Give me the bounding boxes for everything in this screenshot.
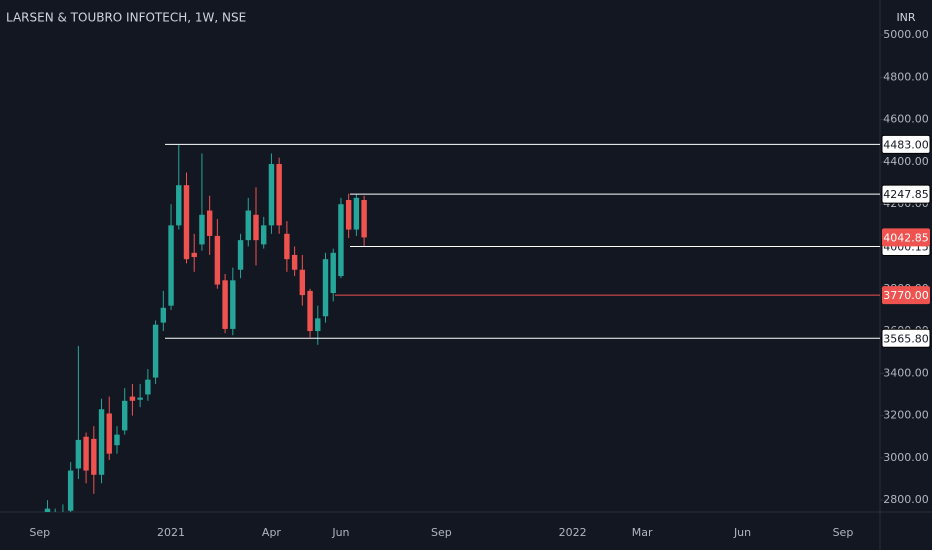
x-tick-label: Jun <box>331 526 349 539</box>
candle-body <box>222 280 228 329</box>
candle-body <box>83 436 89 471</box>
x-tick-label: Mar <box>632 526 653 539</box>
candle-body <box>230 280 236 329</box>
candle-body <box>199 214 205 245</box>
candle-body <box>276 164 282 226</box>
candle-body <box>245 210 251 241</box>
price-box <box>881 328 931 348</box>
candle-body <box>284 233 290 260</box>
y-tick-label: 3000.00 <box>883 451 929 464</box>
candle-body <box>137 397 143 400</box>
chart-title: LARSEN & TOUBRO INFOTECH, 1W, NSE <box>6 11 246 25</box>
y-tick-label: 5000.00 <box>883 28 929 41</box>
x-tick-label: Sep <box>833 526 854 539</box>
currency: INR <box>896 11 915 24</box>
y-tick-label: 4600.00 <box>883 113 929 126</box>
candle-body <box>261 225 267 245</box>
candle-body <box>253 214 259 241</box>
candle-body <box>75 439 82 469</box>
candle-body <box>176 185 182 226</box>
y-tick-label: 3400.00 <box>883 366 929 379</box>
candle-body <box>291 254 298 270</box>
x-tick-label: 2021 <box>157 526 185 539</box>
candle-body <box>114 434 120 446</box>
candle-body <box>338 204 344 277</box>
y-tick-label: 2800.00 <box>883 493 929 506</box>
plot-area <box>44 145 367 512</box>
candle-body <box>160 307 167 323</box>
candle-body <box>106 413 112 454</box>
x-tick-label: 2022 <box>559 526 587 539</box>
candle-body <box>315 318 321 332</box>
candle-body <box>353 197 360 230</box>
price-box <box>882 286 930 305</box>
y-tick-label: 4400.00 <box>883 155 929 168</box>
price-box <box>881 134 931 154</box>
y-tick-label: 3200.00 <box>883 409 929 422</box>
candle-body <box>168 225 174 306</box>
price-label: 4247.85 <box>883 188 929 201</box>
candle-body <box>91 438 97 475</box>
x-tick-label: Apr <box>262 526 282 539</box>
price-label: 4483.00 <box>883 138 929 151</box>
last-price-box <box>882 228 930 247</box>
candle-body <box>183 185 190 260</box>
candle-body <box>122 400 128 431</box>
candle-body <box>307 290 313 332</box>
candle-body <box>152 324 159 378</box>
x-tick-label: Jun <box>733 526 751 539</box>
candle-body <box>345 199 352 230</box>
candle-body <box>98 409 105 475</box>
x-tick-label: Sep <box>431 526 452 539</box>
candle-body <box>44 508 51 512</box>
candle-body <box>322 259 329 317</box>
candle-body <box>206 210 213 236</box>
candle-body <box>330 252 336 293</box>
x-tick-label: Sep <box>29 526 50 539</box>
candle-body <box>191 252 197 258</box>
candle-body <box>129 396 136 401</box>
price-label: 3565.80 <box>883 332 929 345</box>
price-box <box>881 184 931 204</box>
price-label: 3770.00 <box>883 289 929 302</box>
candle-body <box>268 164 275 226</box>
candle-body <box>361 199 367 238</box>
last-price-label: 4042.85 <box>883 231 929 244</box>
candle-body <box>214 235 221 285</box>
y-tick-label: 4800.00 <box>883 70 929 83</box>
candle-body <box>67 470 74 511</box>
candle-body <box>299 269 306 296</box>
candle-body <box>237 240 244 270</box>
candle-body <box>145 379 151 395</box>
